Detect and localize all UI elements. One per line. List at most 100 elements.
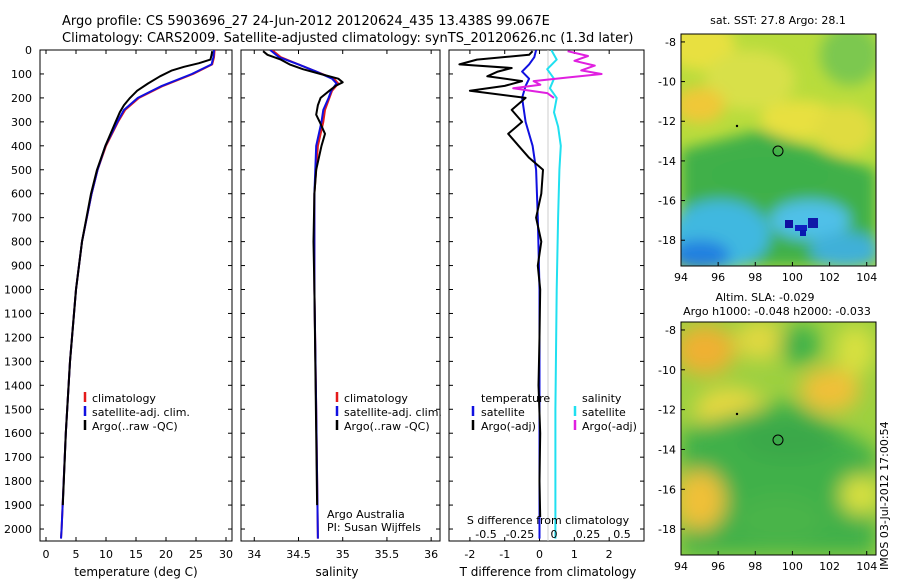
salinity-xlabel: salinity <box>315 565 358 579</box>
y-tick-label: 1500 <box>4 403 32 416</box>
x-tick-label: 36 <box>424 548 438 561</box>
legend-temperature-title: temperature <box>481 392 550 405</box>
legend-climatology-label: climatology <box>92 392 156 405</box>
temperature-panel: 0100200300400500600700800900100011001200… <box>4 44 233 579</box>
x-tick-label: 25 <box>189 548 203 561</box>
map-y-tick-label: -14 <box>658 443 676 456</box>
x-tick-label: -2 <box>464 548 475 561</box>
map-y-tick-label: -18 <box>658 234 676 247</box>
annotation-pi: PI: Susan Wijffels <box>327 521 421 534</box>
legend-satellite-label: satellite-adj. clim. <box>92 406 190 419</box>
y-tick-label: 1000 <box>4 284 32 297</box>
sla-heatmap <box>681 322 876 555</box>
salinity-axes-frame <box>240 49 441 542</box>
y-tick-label: 0 <box>25 44 32 57</box>
x-tick-label: 20 <box>159 548 173 561</box>
float-dot <box>735 124 739 128</box>
y-tick-label: 500 <box>11 164 32 177</box>
y-tick-label: 800 <box>11 236 32 249</box>
x-tick-label: 30 <box>219 548 233 561</box>
legend-satellite-label: satellite-adj. clim. <box>344 406 442 419</box>
x-tick-label: 15 <box>129 548 143 561</box>
map-y-tick-label: -16 <box>658 483 676 496</box>
series-satellite <box>60 50 215 539</box>
y-tick-label: 600 <box>11 188 32 201</box>
map-x-tick-label: 94 <box>674 560 688 573</box>
float-dot <box>735 412 739 416</box>
legend-t-satellite-label: satellite <box>481 406 525 419</box>
temperature-legend: climatology satellite-adj. clim. Argo(..… <box>83 392 190 433</box>
imos-timestamp: IMOS 03-Jul-2012 17:00:54 <box>878 421 891 570</box>
y-tick-label: 1800 <box>4 475 32 488</box>
series-s-argo <box>512 50 603 99</box>
x-tick-label: 5 <box>73 548 80 561</box>
legend-s-argo-label: Argo(-adj) <box>582 420 637 433</box>
map-x-tick-label: 98 <box>748 271 762 284</box>
s-tick-label: -0.25 <box>506 528 534 541</box>
sla-map-subtitle: Argo h1000: -0.048 h2000: -0.033 <box>683 305 871 318</box>
legend-t-argo-label: Argo(-adj) <box>481 420 536 433</box>
sla-map-title: Altim. SLA: -0.029 <box>715 291 814 304</box>
map-x-tick-label: 100 <box>782 271 803 284</box>
series-satellite <box>269 50 338 539</box>
map-x-tick-label: 104 <box>856 271 877 284</box>
y-tick-label: 300 <box>11 116 32 129</box>
series-t-argo <box>458 50 544 518</box>
legend-climatology-label: climatology <box>344 392 408 405</box>
y-tick-label: 1100 <box>4 307 32 320</box>
y-tick-label: 900 <box>11 260 32 273</box>
difference-panel: -2 -1 0 1 2 temperature satellite Argo(-adj)… <box>448 49 645 579</box>
sst-map-panel: sat. SST: 27.8 Argo: 28.1 <box>658 14 877 284</box>
map-y-tick-label: -12 <box>658 115 676 128</box>
y-tick-label: 200 <box>11 92 32 105</box>
series-climatology <box>271 50 340 539</box>
difference-legend: temperature satellite Argo(-adj) salinit… <box>471 392 637 433</box>
y-tick-label: 2000 <box>4 523 32 536</box>
legend-s-satellite-label: satellite <box>582 406 626 419</box>
map-y-tick-label: -16 <box>658 195 676 208</box>
map-x-tick-label: 98 <box>748 560 762 573</box>
y-tick-label: 1400 <box>4 379 32 392</box>
sst-heatmap <box>681 34 876 266</box>
map-x-tick-label: 102 <box>819 271 840 284</box>
annotation-argo-australia: Argo Australia <box>327 508 405 521</box>
map-x-tick-label: 96 <box>711 271 725 284</box>
map-x-tick-label: 100 <box>782 560 803 573</box>
s-tick-label: -0.5 <box>475 528 496 541</box>
map-y-tick-label: -14 <box>658 155 676 168</box>
x-tick-label: 35 <box>336 548 350 561</box>
sst-map-title: sat. SST: 27.8 Argo: 28.1 <box>710 14 846 27</box>
y-tick-label: 100 <box>11 68 32 81</box>
salinity-panel: 34 34.5 35 35.5 36 climatology satellite-adj… <box>240 49 442 579</box>
sla-map-panel: Altim. SLA: -0.029 Argo h1000: -0.048 h2… <box>658 291 877 573</box>
y-tick-label: 1900 <box>4 499 32 512</box>
series-climatology <box>60 50 216 539</box>
x-tick-label: 1 <box>571 548 578 561</box>
y-tick-label: 1700 <box>4 451 32 464</box>
temperature-axes-frame <box>39 49 233 542</box>
map-y-tick-label: -8 <box>665 36 676 49</box>
s-difference-label: S difference from climatology <box>467 514 630 527</box>
temperature-xlabel: temperature (deg C) <box>74 565 197 579</box>
map-x-tick-label: 96 <box>711 560 725 573</box>
series-t-satellite <box>521 50 541 539</box>
header-line2: Climatology: CARS2009. Satellite-adjuste… <box>62 31 634 46</box>
x-tick-label: 35.5 <box>375 548 400 561</box>
difference-axes-frame <box>448 49 645 542</box>
map-x-tick-label: 94 <box>674 271 688 284</box>
argo-marker <box>772 145 784 157</box>
y-tick-label: 1300 <box>4 355 32 368</box>
map-y-tick-label: -18 <box>658 523 676 536</box>
series-s-satellite <box>546 50 562 539</box>
argo-marker <box>772 434 784 446</box>
x-tick-label: -1 <box>499 548 510 561</box>
series-argo <box>61 51 214 506</box>
legend-argo-label: Argo(..raw -QC) <box>92 420 178 433</box>
s-tick-label: 0.25 <box>576 528 601 541</box>
map-y-tick-label: -10 <box>658 364 676 377</box>
header-line1: Argo profile: CS 5903696_27 24-Jun-2012 … <box>62 14 550 29</box>
y-tick-label: 1200 <box>4 331 32 344</box>
x-tick-label: 10 <box>99 548 113 561</box>
map-y-tick-label: -8 <box>665 324 676 337</box>
